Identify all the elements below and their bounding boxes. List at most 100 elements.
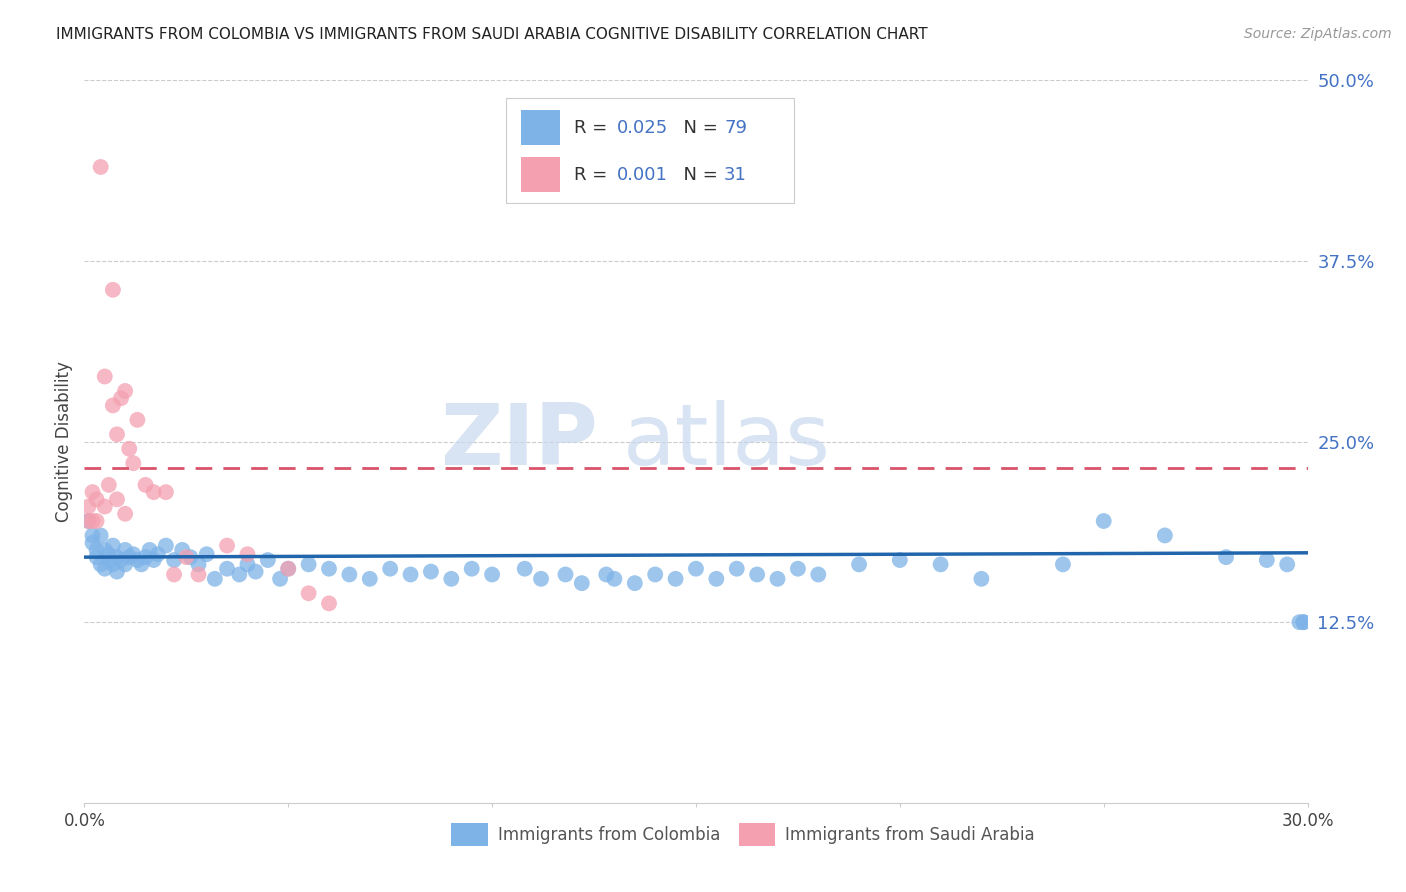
Point bbox=[399, 567, 422, 582]
Point bbox=[114, 558, 136, 572]
Point bbox=[86, 514, 108, 528]
Point bbox=[135, 550, 157, 565]
Point bbox=[228, 567, 250, 582]
Point bbox=[174, 550, 197, 565]
Point bbox=[685, 562, 707, 576]
Point bbox=[380, 562, 402, 576]
Y-axis label: Cognitive Disability: Cognitive Disability bbox=[55, 361, 73, 522]
Point bbox=[595, 567, 617, 582]
Point bbox=[461, 562, 484, 576]
Point bbox=[105, 550, 128, 565]
Point bbox=[97, 478, 120, 492]
Point bbox=[257, 553, 280, 567]
Point bbox=[807, 567, 830, 582]
Point bbox=[110, 391, 132, 405]
Point bbox=[127, 553, 149, 567]
Point bbox=[101, 398, 124, 412]
Point bbox=[114, 542, 136, 557]
Point bbox=[82, 528, 104, 542]
Text: 31: 31 bbox=[724, 166, 747, 184]
Text: IMMIGRANTS FROM COLOMBIA VS IMMIGRANTS FROM SAUDI ARABIA COGNITIVE DISABILITY CO: IMMIGRANTS FROM COLOMBIA VS IMMIGRANTS F… bbox=[56, 27, 928, 42]
FancyBboxPatch shape bbox=[522, 158, 560, 192]
FancyBboxPatch shape bbox=[451, 823, 488, 847]
Point bbox=[155, 539, 177, 553]
Point bbox=[665, 572, 688, 586]
Point bbox=[1215, 550, 1237, 565]
Point bbox=[217, 539, 239, 553]
Point bbox=[82, 514, 104, 528]
Point bbox=[146, 547, 169, 561]
Point bbox=[105, 565, 128, 579]
Point bbox=[172, 542, 194, 557]
Point bbox=[97, 553, 120, 567]
Point bbox=[86, 492, 108, 507]
Point bbox=[77, 514, 100, 528]
Point bbox=[90, 528, 112, 542]
Point bbox=[1277, 558, 1299, 572]
Point bbox=[1092, 514, 1115, 528]
Point bbox=[554, 567, 576, 582]
Point bbox=[766, 572, 789, 586]
Point bbox=[118, 550, 141, 565]
Point bbox=[603, 572, 626, 586]
Point bbox=[118, 442, 141, 456]
Point bbox=[339, 567, 361, 582]
Point bbox=[217, 562, 239, 576]
Point bbox=[93, 369, 115, 384]
Point bbox=[93, 500, 115, 514]
Point bbox=[277, 562, 299, 576]
Point bbox=[236, 558, 259, 572]
Point bbox=[359, 572, 381, 586]
Point bbox=[571, 576, 593, 591]
Point bbox=[179, 550, 201, 565]
Text: atlas: atlas bbox=[623, 400, 831, 483]
Point bbox=[90, 160, 112, 174]
Point bbox=[277, 562, 299, 576]
Point bbox=[1154, 528, 1177, 542]
Point bbox=[122, 547, 145, 561]
Point bbox=[93, 542, 115, 557]
Point bbox=[1292, 615, 1315, 630]
Point bbox=[440, 572, 463, 586]
Point bbox=[101, 558, 124, 572]
Point bbox=[135, 478, 157, 492]
Point bbox=[929, 558, 952, 572]
Text: R =: R = bbox=[574, 166, 613, 184]
Point bbox=[644, 567, 666, 582]
Point bbox=[90, 558, 112, 572]
Point bbox=[787, 562, 810, 576]
Point bbox=[163, 553, 186, 567]
Point bbox=[97, 547, 120, 561]
FancyBboxPatch shape bbox=[506, 98, 794, 203]
Point bbox=[114, 384, 136, 398]
Point bbox=[1292, 615, 1315, 630]
Point bbox=[1288, 615, 1310, 630]
Text: N =: N = bbox=[672, 166, 723, 184]
Text: 79: 79 bbox=[724, 119, 747, 136]
Point bbox=[1052, 558, 1074, 572]
Point bbox=[187, 558, 209, 572]
Point bbox=[163, 567, 186, 582]
Text: ZIP: ZIP bbox=[440, 400, 598, 483]
Point bbox=[848, 558, 870, 572]
Point bbox=[131, 558, 153, 572]
Point bbox=[187, 567, 209, 582]
Point bbox=[86, 542, 108, 557]
Point bbox=[970, 572, 993, 586]
Text: Immigrants from Colombia: Immigrants from Colombia bbox=[498, 826, 720, 844]
Point bbox=[481, 567, 503, 582]
Point bbox=[1256, 553, 1278, 567]
Text: R =: R = bbox=[574, 119, 613, 136]
Point bbox=[77, 514, 100, 528]
Point bbox=[513, 562, 536, 576]
Point bbox=[82, 485, 104, 500]
Point bbox=[298, 558, 321, 572]
Text: 0.025: 0.025 bbox=[616, 119, 668, 136]
Text: 0.001: 0.001 bbox=[616, 166, 668, 184]
Point bbox=[269, 572, 291, 586]
Point bbox=[114, 507, 136, 521]
Point bbox=[195, 547, 218, 561]
Point bbox=[155, 485, 177, 500]
Point bbox=[127, 413, 149, 427]
FancyBboxPatch shape bbox=[738, 823, 776, 847]
